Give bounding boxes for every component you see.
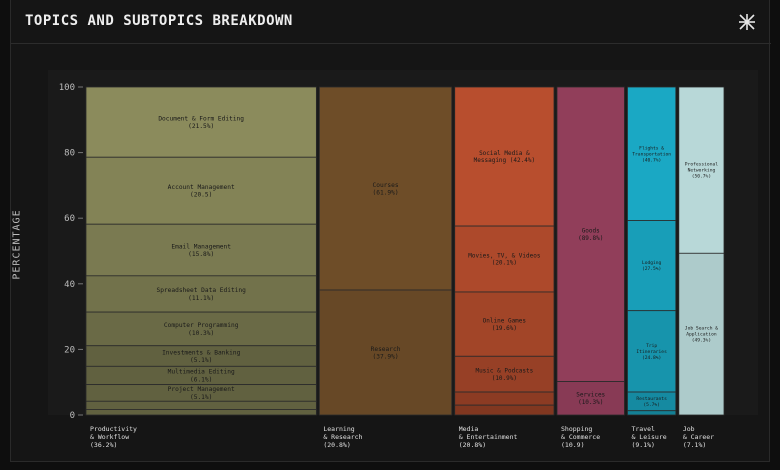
category-label: & Career: [683, 433, 714, 441]
segment-label: (5.7%): [643, 402, 660, 408]
segment-bar: [85, 409, 317, 416]
category-label: Travel: [631, 425, 655, 433]
segment-bar: [85, 311, 317, 347]
category-label: Productivity: [90, 425, 137, 433]
category-label: Learning: [323, 425, 354, 433]
segment-label: Goods: [582, 228, 600, 235]
category-label: (7.1%): [683, 441, 706, 449]
segment-bar: [454, 225, 555, 293]
segment-label: (6.1%): [190, 376, 212, 383]
category-label: & Commerce: [561, 433, 600, 441]
category-label: & Leisure: [631, 433, 666, 441]
category-label: (36.2%): [90, 441, 117, 449]
segment-bar: [678, 252, 725, 416]
segment-bar: [454, 291, 555, 357]
y-tick-label: 100: [59, 83, 75, 93]
segment-bar: [85, 156, 317, 225]
segment-label: Spreadsheet Data Editing: [156, 287, 246, 294]
segment-label: Lodging: [642, 260, 662, 266]
segment-bar: [318, 86, 453, 291]
category-label: (10.9): [561, 441, 584, 449]
segment-label: Application: [686, 332, 717, 338]
segment-label: (10.3%): [188, 330, 214, 337]
segment-bar: [454, 86, 555, 227]
card-header: TOPICS AND SUBTOPICS BREAKDOWN: [11, 0, 771, 44]
segment-label: Project Management: [168, 386, 235, 393]
segment-label: Movies, TV, & Videos: [468, 252, 541, 259]
segment-label: (61.9%): [373, 189, 399, 196]
segment-label: (19.6%): [492, 325, 517, 332]
segment-bar: [85, 275, 317, 313]
segment-label: (40.7%): [642, 157, 661, 163]
segment-bar: [85, 86, 317, 158]
category-label: & Workflow: [90, 433, 129, 441]
category-label: (9.1%): [631, 441, 654, 449]
segment-bar: [318, 289, 453, 416]
segment-label: Online Games: [483, 317, 527, 324]
segment-label: (15.8%): [188, 251, 214, 258]
segment-label: (10.3%): [578, 399, 603, 406]
segment-label: (37.9%): [373, 353, 399, 360]
segment-label: Multimedia Editing: [168, 369, 235, 376]
segment-bar: [454, 391, 555, 406]
segment-label: Social Media &: [479, 150, 530, 157]
segment-bar: [85, 400, 317, 410]
segment-label: Messaging (42.4%): [474, 157, 535, 164]
segment-label: (5.1%): [190, 357, 212, 364]
segment-label: (10.9%): [492, 375, 517, 382]
segment-label: Email Management: [171, 243, 231, 250]
category-label: (20.8%): [323, 441, 350, 449]
segment-label: Professional: [685, 162, 718, 168]
segment-label: Itineraries: [636, 349, 667, 355]
segment-bar: [627, 220, 677, 312]
y-tick-label: 60: [64, 214, 75, 224]
segment-bar: [556, 381, 625, 416]
segment-label: (11.1%): [188, 295, 214, 302]
y-tick-label: 40: [64, 280, 75, 290]
y-tick-label: 0: [70, 411, 75, 421]
segment-label: Job Search &: [685, 326, 718, 332]
y-tick-label: 80: [64, 149, 75, 159]
segment-label: Account Management: [168, 184, 235, 191]
segment-bar: [627, 410, 677, 416]
segment-label: (27.5%): [642, 266, 661, 272]
segment-label: Music & Podcasts: [475, 367, 533, 374]
y-tick-label: 20: [64, 345, 75, 355]
segment-label: Trip: [646, 343, 657, 349]
segment-bar: [627, 310, 677, 393]
segment-label: Computer Programming: [164, 322, 239, 329]
segment-label: Services: [576, 392, 605, 399]
segment-label: (5.1%): [190, 394, 212, 401]
segment-label: Networking: [688, 168, 716, 174]
spark-logo-icon: [739, 14, 755, 30]
category-label: (20.8%): [459, 441, 486, 449]
segment-label: Investments & Banking: [162, 349, 241, 356]
segment-label: (89.8%): [578, 235, 603, 242]
segment-bar: [556, 86, 625, 382]
segment-label: (49.3%): [692, 338, 711, 344]
page-title: TOPICS AND SUBTOPICS BREAKDOWN: [25, 13, 293, 29]
category-label: & Research: [323, 433, 362, 441]
segment-bar: [85, 223, 317, 277]
segment-bar: [454, 355, 555, 393]
segment-label: Research: [371, 346, 401, 353]
segment-label: (24.8%): [642, 355, 661, 361]
segment-label: Restaurants: [636, 396, 667, 402]
segment-label: Transportation: [632, 151, 671, 157]
segment-bar: [627, 86, 677, 221]
segment-label: (50.7%): [692, 174, 711, 180]
category-label: Shopping: [561, 425, 592, 433]
segment-label: (20.1%): [492, 260, 517, 267]
category-label: & Entertainment: [459, 433, 518, 441]
segment-label: Courses: [373, 182, 399, 189]
category-label: Media: [459, 425, 479, 433]
segment-label: (21.5%): [188, 123, 214, 130]
segment-label: Document & Form Editing: [158, 115, 244, 122]
segment-label: Flights &: [639, 145, 664, 151]
category-label: Job: [683, 425, 695, 433]
segment-bar: [454, 404, 555, 416]
segment-label: (20.5): [190, 192, 212, 199]
